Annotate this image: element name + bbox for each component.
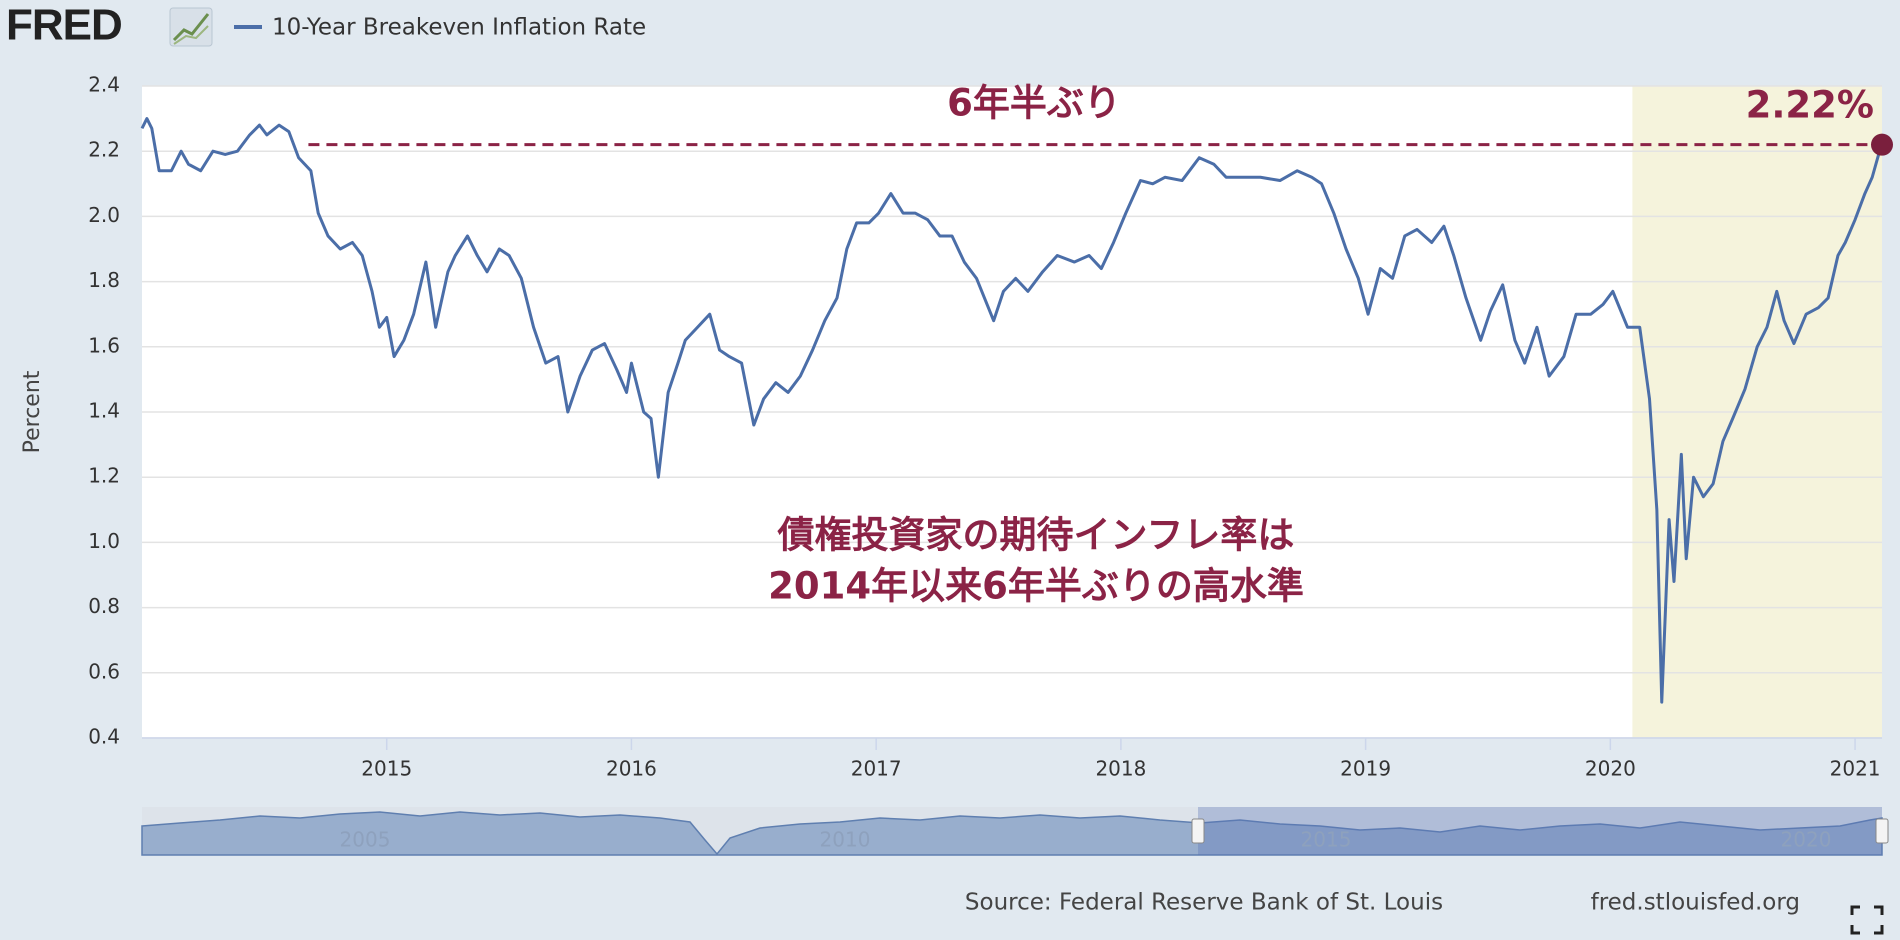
data-line xyxy=(140,117,1884,704)
y-tick-label: 1.8 xyxy=(88,268,120,292)
navigator-label: 2020 xyxy=(1781,828,1832,852)
source: Source: Federal Reserve Bank of St. Loui… xyxy=(965,890,1443,916)
x-tick-label: 2020 xyxy=(1585,757,1636,781)
y-tick-label: 2.2 xyxy=(88,138,120,162)
x-tick-label: 2017 xyxy=(851,757,902,781)
y-tick-label: 2.0 xyxy=(88,203,120,227)
y-tick-label: 0.4 xyxy=(88,725,120,749)
navigator-area xyxy=(141,811,1883,856)
x-tick-label: 2016 xyxy=(606,757,657,781)
annotation: 2014年以来6年半ぶりの高水準 xyxy=(768,565,1304,608)
y-tick-label: 0.6 xyxy=(88,659,120,683)
navigator: 2005 2010 2015 2020 xyxy=(141,807,1889,856)
annotation: 6年半ぶり xyxy=(947,82,1121,125)
annotation: 債権投資家の期待インフレ率は xyxy=(777,514,1295,557)
x-tick-label: 2015 xyxy=(361,757,412,781)
y-tick-label: 1.4 xyxy=(88,399,120,423)
navigator-label: 2015 xyxy=(1301,828,1352,852)
end-value-label: 2.22% xyxy=(1746,84,1874,127)
site-link[interactable]: fred.stlouisfed.org xyxy=(1591,890,1800,916)
navigator-handle[interactable] xyxy=(1875,818,1889,844)
y-tick-label: 0.8 xyxy=(88,594,120,618)
x-tick-label: 2021 xyxy=(1830,757,1881,781)
y-tick-label: 2.4 xyxy=(88,73,120,97)
fullscreen-icon[interactable] xyxy=(1850,905,1884,935)
legend-label: 10-Year Breakeven Inflation Rate xyxy=(272,15,646,41)
y-tick-label: 1.2 xyxy=(88,464,120,488)
end-marker xyxy=(1871,133,1893,156)
navigator-label: 2005 xyxy=(340,828,391,852)
logo-icon xyxy=(169,7,213,47)
navigator-label: 2010 xyxy=(820,828,871,852)
y-tick-label: 1.0 xyxy=(88,529,120,553)
y-tick-label: 1.6 xyxy=(88,333,120,357)
x-tick-label: 2019 xyxy=(1340,757,1391,781)
navigator-handle[interactable] xyxy=(1191,818,1205,844)
logo: FRED xyxy=(6,1,122,50)
y-axis-label: Percent xyxy=(20,370,45,453)
x-tick-label: 2018 xyxy=(1095,757,1146,781)
navigator-selection xyxy=(1198,807,1882,855)
